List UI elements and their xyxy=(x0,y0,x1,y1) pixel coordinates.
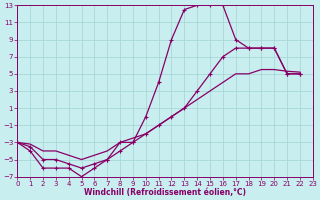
X-axis label: Windchill (Refroidissement éolien,°C): Windchill (Refroidissement éolien,°C) xyxy=(84,188,246,197)
